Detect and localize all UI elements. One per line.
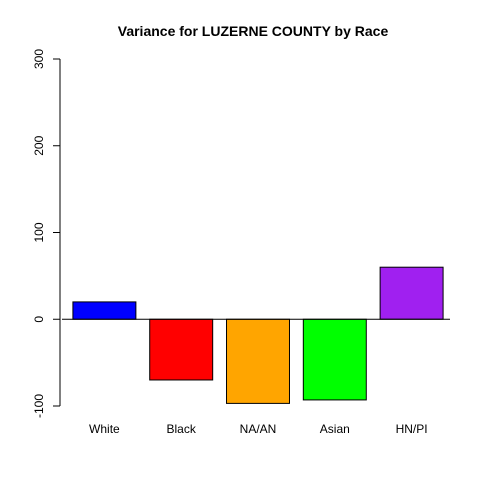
bar-na-an [227, 319, 290, 403]
x-tick-label: Asian [320, 422, 350, 436]
x-axis-labels: White Black NA/AN Asian HN/PI [89, 422, 428, 436]
y-tick-label: 200 [32, 135, 46, 155]
bar-white [73, 302, 136, 319]
x-tick-label: White [89, 422, 120, 436]
bar-asian [303, 319, 366, 400]
y-tick-label: 0 [32, 316, 46, 323]
bar-black [150, 319, 213, 380]
y-tick-label: 300 [32, 49, 46, 69]
bar-hn-pi [380, 267, 443, 319]
chart-title: Variance for LUZERNE COUNTY by Race [118, 23, 389, 39]
y-tick-label: 100 [32, 222, 46, 242]
bars-group [73, 267, 443, 403]
x-tick-label: Black [167, 422, 197, 436]
y-axis: -100 0 100 200 300 [32, 49, 60, 418]
x-tick-label: NA/AN [240, 422, 277, 436]
y-tick-label: -100 [32, 394, 46, 418]
x-tick-label: HN/PI [396, 422, 428, 436]
